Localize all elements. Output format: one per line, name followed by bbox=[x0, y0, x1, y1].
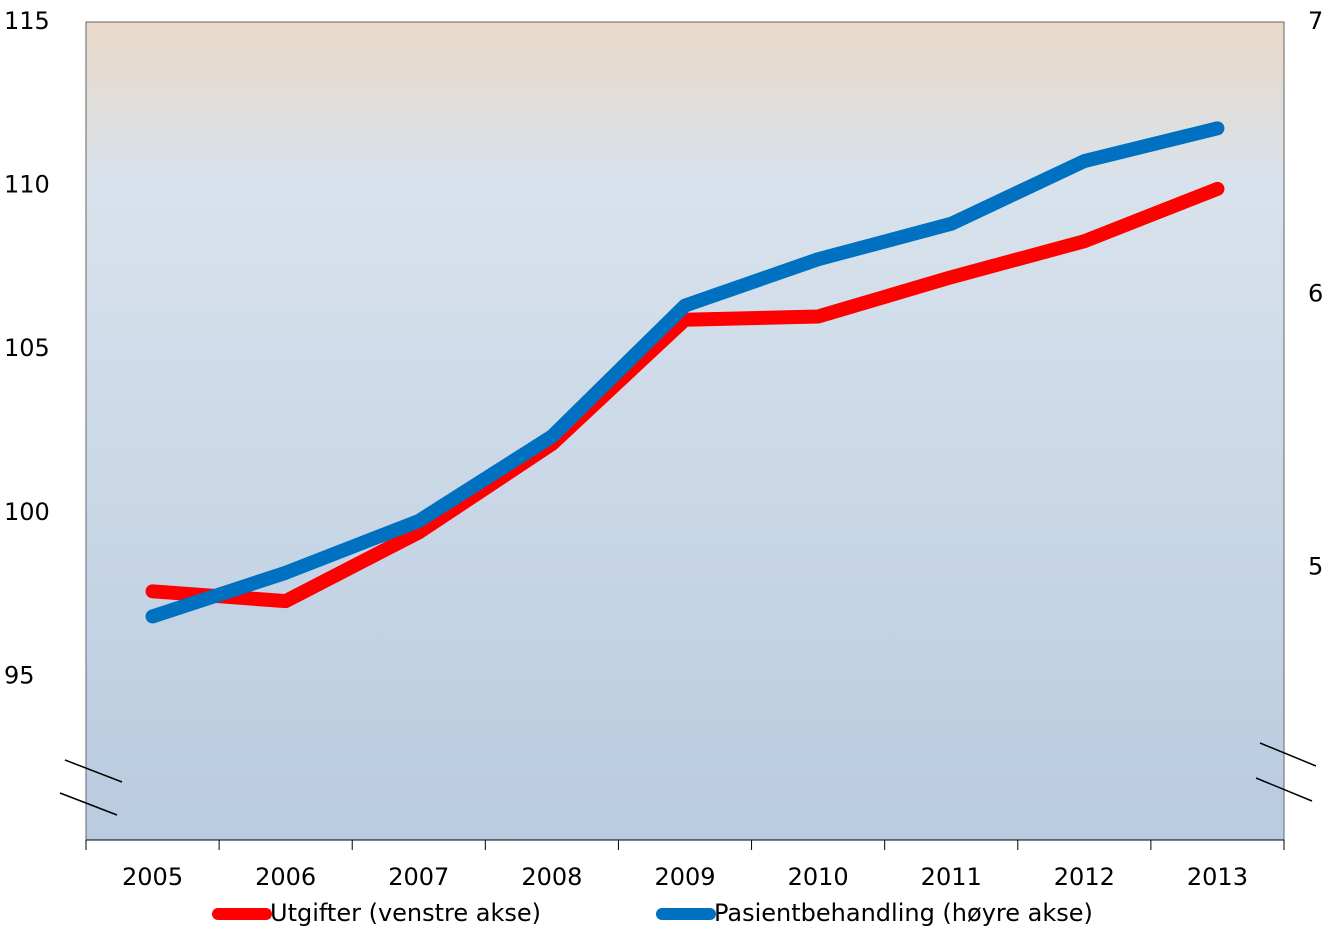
chart: 95 100 105 110 115 5 6 7 2005 2006 2007 2008 2009 201… bbox=[0, 0, 1331, 930]
x-tick-label: 2006 bbox=[255, 863, 316, 891]
x-tick-label: 2012 bbox=[1054, 863, 1115, 891]
y-tick-label: 95 bbox=[4, 661, 35, 689]
x-tick-label: 2009 bbox=[654, 863, 715, 891]
x-tick-label: 2005 bbox=[122, 863, 183, 891]
y-tick-label: 115 bbox=[4, 7, 50, 35]
y-tick-label: 100 bbox=[4, 498, 50, 526]
y2-tick-label: 5 bbox=[1308, 552, 1323, 580]
y2-tick-label: 6 bbox=[1308, 280, 1323, 308]
legend-label: Pasientbehandling (høyre akse) bbox=[714, 899, 1093, 927]
x-tick-label: 2011 bbox=[921, 863, 982, 891]
page: {"chart_data": {"type": "line", "categor… bbox=[0, 0, 1331, 930]
x-tick-label: 2013 bbox=[1187, 863, 1248, 891]
x-tick-label: 2007 bbox=[388, 863, 449, 891]
y2-tick-label: 7 bbox=[1308, 7, 1323, 35]
plot-background bbox=[86, 22, 1284, 840]
y-tick-label: 110 bbox=[4, 171, 50, 199]
y-tick-label: 105 bbox=[4, 334, 50, 362]
x-tick-label: 2010 bbox=[788, 863, 849, 891]
x-tick-label: 2008 bbox=[521, 863, 582, 891]
legend-label: Utgifter (venstre akse) bbox=[270, 899, 541, 927]
